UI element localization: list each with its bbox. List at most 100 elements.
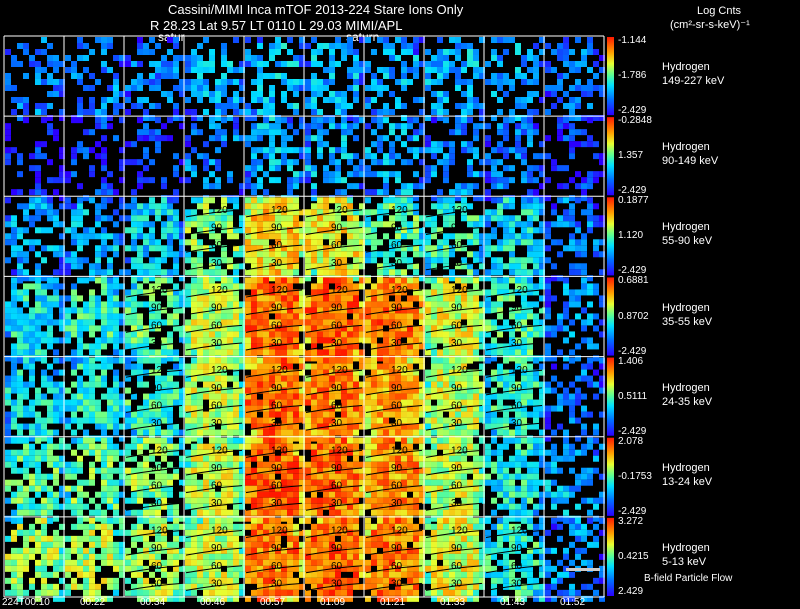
pixel (257, 73, 263, 79)
pixel (317, 331, 323, 338)
pixel (455, 399, 461, 406)
pixel (257, 233, 263, 240)
pixel (209, 417, 215, 424)
pixel (281, 283, 287, 290)
pixel (101, 269, 107, 276)
pixel (545, 343, 551, 350)
pixel (5, 325, 11, 332)
pixel (11, 343, 17, 350)
pixel (155, 141, 161, 148)
pixel (257, 135, 263, 142)
pixel (11, 381, 17, 388)
pixel (479, 355, 485, 362)
pixel (215, 91, 221, 97)
pixel (503, 73, 509, 79)
pixel (59, 153, 65, 160)
pixel (485, 423, 491, 430)
pixel (47, 245, 53, 252)
pitch-angle-label: 120 (451, 365, 468, 376)
pixel (443, 363, 449, 370)
pixel (575, 197, 581, 204)
pixel (23, 227, 29, 234)
pixel (41, 37, 47, 43)
pixel (275, 319, 281, 326)
pixel (569, 135, 575, 142)
pixel (467, 399, 473, 406)
pixel (263, 289, 269, 296)
pixel (281, 307, 287, 314)
pixel (155, 349, 161, 356)
pixel (113, 429, 119, 436)
pixel (257, 387, 263, 394)
pixel (245, 349, 251, 356)
pixel (323, 209, 329, 216)
pixel (221, 325, 227, 332)
pixel (275, 423, 281, 430)
pixel (575, 227, 581, 234)
pixel (419, 331, 425, 338)
pixel (143, 485, 149, 492)
pixel (359, 61, 365, 67)
pitch-angle-contour (305, 209, 363, 218)
pixel (413, 387, 419, 394)
pixel (431, 203, 437, 210)
pixel (413, 263, 419, 270)
pixel (209, 437, 215, 444)
pixel (107, 491, 113, 498)
pixel (413, 183, 419, 190)
pixel (317, 289, 323, 296)
pixel (383, 313, 389, 320)
pixel (203, 363, 209, 370)
pixel (305, 215, 311, 222)
pixel (47, 307, 53, 314)
pixel (287, 147, 293, 154)
pixel (251, 165, 257, 172)
pixel (401, 141, 407, 148)
pixel (449, 417, 455, 424)
pixel (455, 357, 461, 364)
pitch-angle-contour (245, 289, 303, 298)
pixel (191, 269, 197, 276)
pixel (425, 135, 431, 142)
pixel (341, 109, 347, 115)
pixel (413, 147, 419, 154)
pixel (185, 399, 191, 406)
pixel (401, 215, 407, 222)
pixel (257, 295, 263, 302)
pixel (71, 61, 77, 67)
pixel (395, 435, 401, 442)
pixel (383, 349, 389, 356)
pixel (533, 73, 539, 79)
pixel (11, 331, 17, 338)
pixel (47, 331, 53, 338)
pixel (359, 405, 365, 412)
pixel (377, 313, 383, 320)
pixel (557, 251, 563, 258)
pixel (407, 307, 413, 314)
pixel (23, 289, 29, 296)
pixel (197, 289, 203, 296)
pixel (401, 411, 407, 418)
pixel (203, 295, 209, 302)
pixel (233, 97, 239, 103)
pixel (449, 369, 455, 376)
pixel (191, 165, 197, 172)
pixel (365, 67, 371, 73)
pixel (23, 343, 29, 350)
pixel (35, 153, 41, 160)
pixel (461, 399, 467, 406)
pixel (599, 331, 605, 338)
pixel (455, 393, 461, 400)
pixel (413, 325, 419, 332)
pixel (371, 295, 377, 302)
pixel (299, 325, 305, 332)
pixel (317, 197, 323, 204)
pixel (521, 307, 527, 314)
pixel (113, 357, 119, 364)
pixel (119, 165, 125, 172)
pixel (155, 503, 161, 510)
pixel (557, 183, 563, 190)
pixel (317, 209, 323, 216)
pixel (83, 209, 89, 216)
pixel (305, 159, 311, 166)
